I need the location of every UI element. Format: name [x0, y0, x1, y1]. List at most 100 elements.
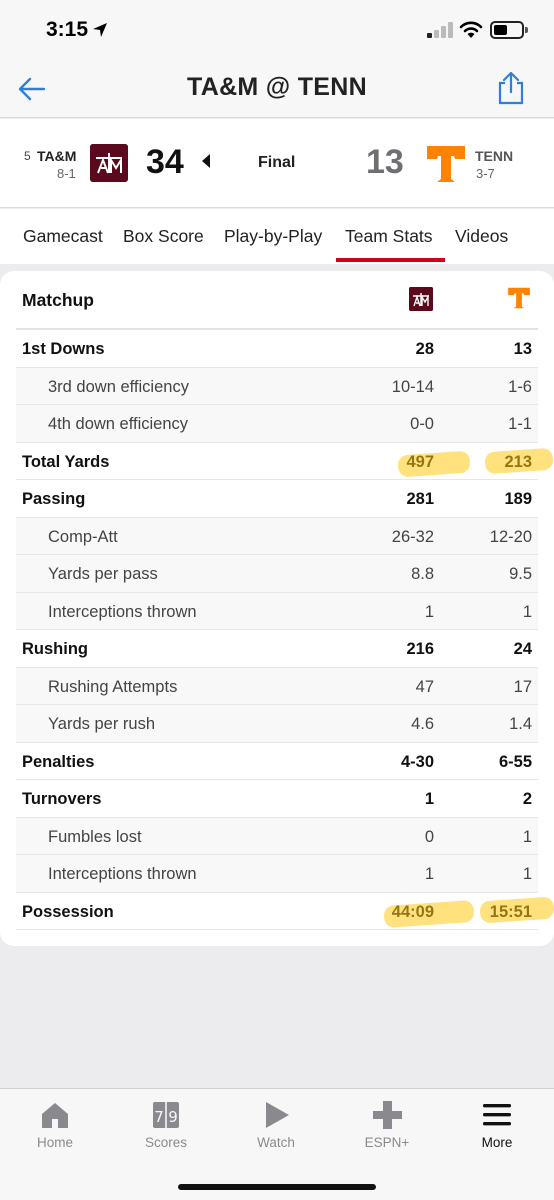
stat-away-value: 0: [424, 827, 434, 846]
stat-row: 4th down efficiency 0-0 1-1: [16, 405, 538, 443]
stat-label: 4th down efficiency: [48, 415, 189, 433]
stat-away-value: 47: [415, 677, 434, 696]
away-team-record: 8-1: [57, 166, 76, 181]
tab-team-stats[interactable]: Team Stats: [345, 226, 433, 246]
stat-row: Rushing Attempts 47 17: [16, 667, 538, 705]
stat-row: Yards per rush 4.6 1.4: [16, 705, 538, 743]
stat-home-value: 189: [504, 490, 532, 508]
scores-icon: 7 9: [153, 1102, 179, 1128]
stat-home-value: 6-55: [498, 752, 532, 771]
stat-label: Penalties: [22, 752, 95, 771]
stat-label: Fumbles lost: [48, 827, 142, 846]
stat-row: Passing 281 189: [16, 480, 538, 518]
tab-bar-label: Watch: [257, 1135, 295, 1150]
tab-bar-label: Scores: [144, 1135, 188, 1150]
play-icon: [266, 1102, 289, 1128]
location-arrow-icon: [93, 23, 107, 37]
stat-away-value: 8.8: [411, 565, 434, 583]
game-tabs: Gamecast Box Score Play-by-Play Team Sta…: [0, 209, 554, 264]
stat-label: Turnovers: [22, 790, 102, 808]
status-time: 3:15: [46, 18, 89, 41]
stat-home-value: 2: [522, 790, 532, 808]
stat-away-value: 1: [424, 790, 434, 808]
stat-home-value: 24: [513, 640, 532, 658]
tab-bar-espn-plus[interactable]: ESPN+: [332, 1089, 442, 1159]
stat-home-value: 13: [513, 340, 532, 358]
stat-away-value: 216: [406, 640, 434, 658]
stat-away-value: 1: [424, 865, 434, 883]
share-icon[interactable]: [494, 70, 528, 106]
home-icon: [42, 1103, 68, 1128]
svg-text:9: 9: [168, 1108, 178, 1126]
back-arrow-icon[interactable]: [16, 74, 48, 104]
tab-gamecast[interactable]: Gamecast: [23, 226, 103, 246]
tab-bar-scores[interactable]: 7 9 Scores: [111, 1089, 221, 1159]
bottom-tab-bar: Home 7 9 Scores Watch ESPN+ More: [0, 1088, 554, 1200]
stat-away-value: 1: [424, 602, 434, 621]
stat-away-value: 26-32: [391, 527, 434, 546]
tennessee-logo-icon[interactable]: [425, 143, 467, 185]
texas-am-logo-icon: [409, 287, 433, 311]
stat-home-value: 1-6: [508, 377, 532, 396]
tab-bar-label: Home: [36, 1135, 73, 1150]
texas-am-logo-icon[interactable]: [90, 144, 128, 182]
wifi-icon: [459, 21, 483, 38]
stat-away-value: 4-30: [400, 752, 434, 771]
away-rank: 5: [24, 149, 31, 163]
home-team-abbr[interactable]: TENN: [475, 148, 514, 164]
highlight-mark: [479, 896, 554, 924]
stat-home-value: 12-20: [489, 527, 532, 546]
stat-label: Comp-Att: [48, 527, 118, 546]
tab-bar-watch[interactable]: Watch: [221, 1089, 331, 1159]
stat-home-value: 17: [513, 677, 532, 696]
nav-bar: TA&M @ TENN: [0, 56, 554, 118]
cellular-signal-icon: [427, 22, 453, 38]
stat-label: Interceptions thrown: [48, 865, 197, 883]
stat-row: 1st Downs 28 13: [16, 330, 538, 368]
highlight-mark: [484, 447, 554, 475]
team-stats-card: Matchup 1st Downs 28 13 3rd down efficiency…: [0, 271, 554, 946]
stat-row: Fumbles lost 0 1: [16, 817, 538, 855]
stat-label: Possession: [22, 902, 114, 921]
stats-header: Matchup: [16, 271, 538, 330]
stat-label: Rushing: [22, 640, 88, 658]
home-score: 13: [366, 143, 404, 181]
stat-row: Penalties 4-30 6-55: [16, 743, 538, 780]
stat-row: Rushing 216 24: [16, 630, 538, 668]
status-bar: 3:15: [0, 0, 554, 56]
stat-home-value: 1.4: [509, 715, 532, 733]
scoreboard: 5 TA&M 8-1 34 Final 13 TENN 3-7: [0, 119, 554, 208]
tab-bar-more[interactable]: More: [442, 1089, 552, 1159]
stat-label: 3rd down efficiency: [48, 377, 189, 396]
tennessee-logo-icon: [508, 287, 530, 309]
tab-play-by-play[interactable]: Play-by-Play: [224, 226, 323, 246]
stat-row: Interceptions thrown 1 1: [16, 592, 538, 630]
away-team-abbr[interactable]: TA&M: [37, 148, 77, 164]
stat-home-value: 1: [522, 602, 532, 621]
stat-away-value: 281: [406, 490, 434, 508]
stat-label: 1st Downs: [22, 340, 105, 358]
stat-home-value: 1: [522, 865, 532, 883]
stat-away-value: 10-14: [391, 377, 434, 396]
stat-label: Yards per rush: [48, 715, 155, 733]
menu-icon: [483, 1104, 511, 1126]
battery-icon: [490, 21, 528, 39]
stat-row: Turnovers 1 2: [16, 780, 538, 818]
stat-label: Yards per pass: [48, 565, 158, 583]
svg-text:7: 7: [154, 1108, 164, 1126]
stat-label: Passing: [22, 490, 86, 508]
stat-home-value: 1: [522, 827, 532, 846]
home-team-record: 3-7: [476, 166, 495, 181]
plus-icon: [373, 1101, 402, 1129]
stat-label: Interceptions thrown: [48, 602, 197, 621]
stat-home-value: 9.5: [509, 565, 532, 583]
away-score: 34: [146, 143, 184, 181]
stat-away-value: 28: [415, 340, 434, 358]
tab-box-score[interactable]: Box Score: [123, 226, 204, 246]
stat-row: Yards per pass 8.8 9.5: [16, 555, 538, 593]
tab-videos[interactable]: Videos: [455, 226, 509, 246]
tab-bar-home[interactable]: Home: [0, 1089, 110, 1159]
stats-title: Matchup: [22, 290, 94, 310]
stat-row: Interceptions thrown 1 1: [16, 855, 538, 893]
page-title: TA&M @ TENN: [187, 73, 367, 101]
